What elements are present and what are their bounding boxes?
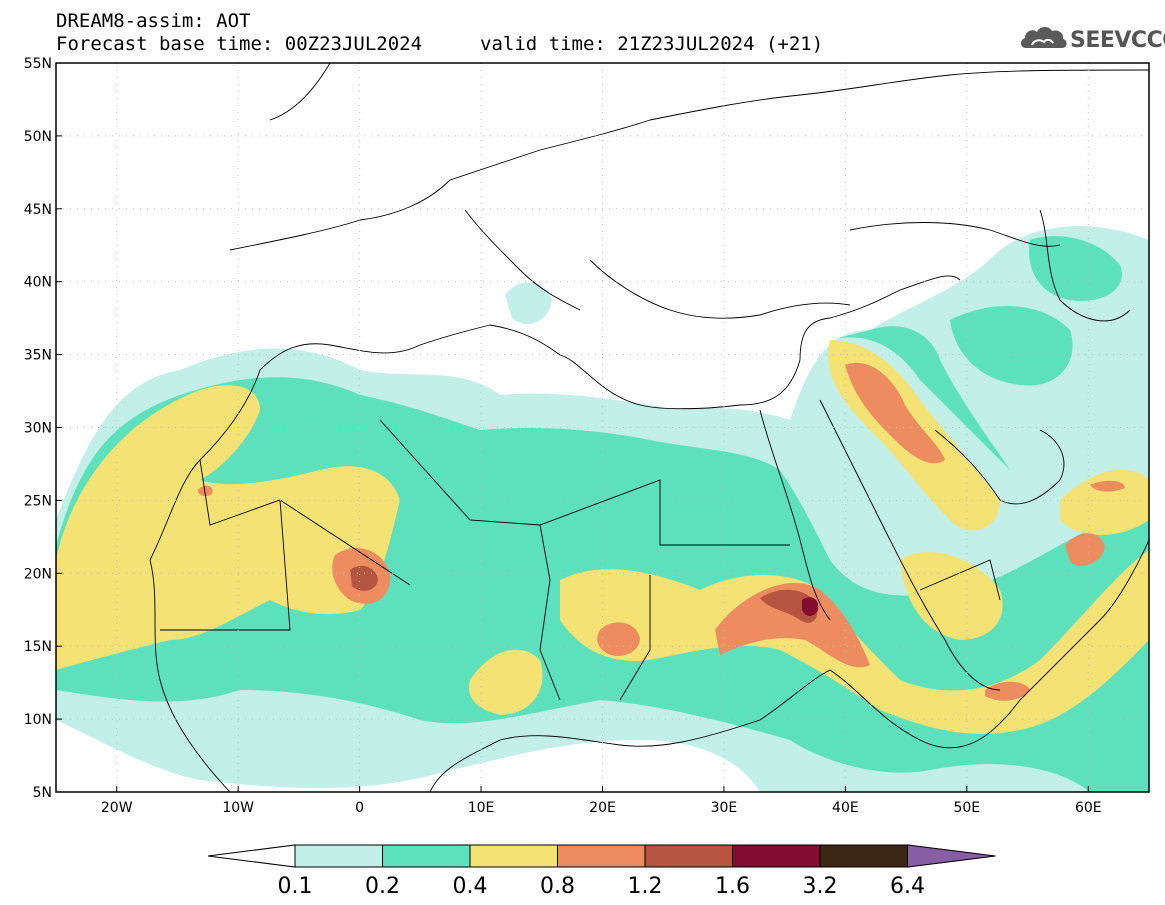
colorbar-label: 0.8 [540, 874, 575, 899]
lon-tick-label: 50E [953, 800, 980, 816]
colorbar-over-triangle [907, 844, 996, 868]
aot-band-1.2 [350, 565, 818, 623]
lon-tick-label: 0 [355, 800, 364, 816]
colorbar-label: 0.2 [365, 874, 400, 899]
colorbar: 0.1 0.2 0.4 0.8 1.2 1.6 3.2 6.4 [207, 844, 996, 899]
colorbar-under-triangle [207, 844, 296, 868]
lon-tick-label: 10W [222, 800, 254, 816]
graticule [56, 63, 1149, 792]
base-time-label: Forecast base time: 00Z23JUL2024 [56, 33, 423, 55]
lon-tick-label: 20E [589, 800, 616, 816]
seevccc-logo: SEEVCCC [1018, 22, 1165, 58]
colorbar-swatch [382, 844, 471, 868]
lat-tick-label: 15N [24, 639, 52, 655]
colorbar-swatch [294, 844, 383, 868]
lat-tick-label: 50N [24, 129, 52, 145]
colorbar-label: 6.4 [890, 874, 925, 899]
colorbar-swatch [644, 844, 733, 868]
lat-tick-label: 55N [24, 56, 52, 72]
lon-tick-label: 60E [1075, 800, 1102, 816]
lon-tick-label: 40E [832, 800, 859, 816]
model-title: DREAM8-assim: AOT [56, 10, 251, 32]
lat-tick-label: 5N [33, 785, 52, 801]
colorbar-label: 0.1 [278, 874, 313, 899]
colorbar-label: 0.4 [453, 874, 488, 899]
lat-tick-label: 30N [24, 421, 52, 437]
lon-tick-label: 30E [711, 800, 738, 816]
colorbar-label: 3.2 [803, 874, 838, 899]
lat-tick-label: 45N [24, 202, 52, 218]
colorbar-swatch [819, 844, 908, 868]
colorbar-swatch [469, 844, 558, 868]
logo-text: SEEVCCC [1070, 28, 1165, 53]
aot-band-0.8 [198, 362, 1125, 701]
lat-tick-label: 40N [24, 275, 52, 291]
lat-tick-label: 35N [24, 348, 52, 364]
valid-time-label: valid time: 21Z23JUL2024 (+21) [480, 33, 824, 55]
lon-axis: 20W 10W 0 10E 20E 30E 40E 50E 60E [101, 786, 1102, 816]
cloud-icon [1020, 26, 1067, 48]
lat-tick-label: 10N [24, 712, 52, 728]
lon-tick-label: 10E [468, 800, 495, 816]
aot-band-1.6 [802, 597, 819, 616]
lon-tick-label: 20W [101, 800, 133, 816]
lat-tick-label: 25N [24, 493, 52, 509]
colorbar-swatch [557, 844, 646, 868]
colorbar-label: 1.6 [715, 874, 750, 899]
colorbar-swatch [732, 844, 821, 868]
colorbar-label: 1.2 [628, 874, 663, 899]
lat-tick-label: 20N [24, 566, 52, 582]
lat-axis: 5N 10N 15N 20N 25N 30N 35N 40N 45N 50N 55N [24, 56, 62, 801]
